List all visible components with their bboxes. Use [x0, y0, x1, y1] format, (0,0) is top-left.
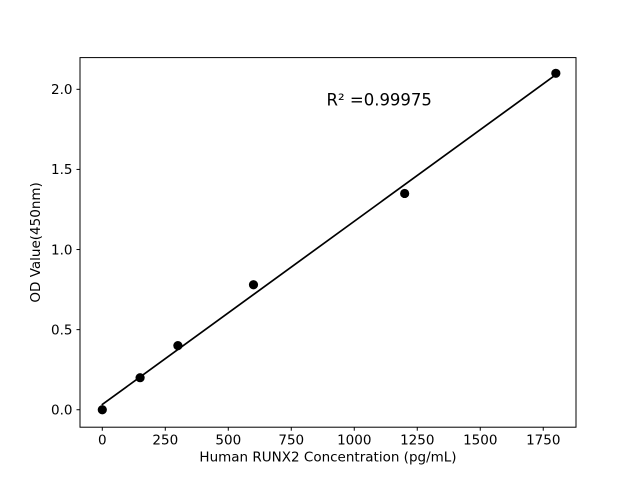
x-axis-label: Human RUNX2 Concentration (pg/mL) [199, 450, 456, 466]
y-axis-label: OD Value(450nm) [28, 182, 44, 302]
x-tick-label: 1500 [463, 433, 497, 449]
y-tick-label: 1.5 [51, 162, 72, 178]
data-point [400, 188, 410, 199]
x-tick-label: 500 [215, 433, 241, 449]
data-point [173, 341, 183, 351]
y-tick-label: 0.0 [51, 403, 72, 419]
r-squared-annotation: R² =0.99975 [327, 90, 432, 109]
x-tick-label: 1750 [526, 433, 560, 449]
data-point [551, 68, 561, 78]
y-tick-label: 2.0 [51, 82, 72, 98]
x-tick-label: 1000 [337, 433, 371, 449]
x-tick-label: 0 [98, 433, 107, 449]
data-point [97, 405, 107, 415]
x-tick-label: 250 [152, 433, 178, 449]
x-tick-label: 750 [278, 433, 304, 449]
y-tick-label: 1.0 [51, 242, 72, 258]
chart-axes-and-data: 0 250 500 750 1000 1250 1500 1750 0.0 0.5 1.0 1.5 2.… [51, 57, 577, 449]
x-tick-label: 1250 [400, 433, 434, 449]
plot-border [79, 57, 577, 428]
trend-line [101, 73, 557, 406]
data-point [248, 280, 259, 290]
data-point [135, 373, 145, 383]
y-tick-label: 0.5 [51, 322, 72, 338]
